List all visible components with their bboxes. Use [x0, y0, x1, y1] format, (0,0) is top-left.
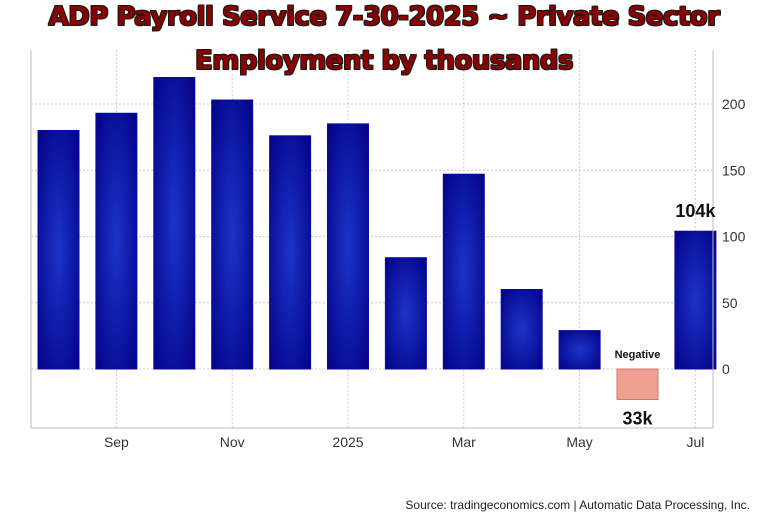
x-tick-label: Nov: [220, 434, 245, 450]
bar-sep: [95, 112, 138, 370]
axes: [30, 50, 714, 429]
labels: 0 50 100 150 200 Sep Nov 2025 Mar May Jul Negative 3…: [104, 96, 746, 450]
bar-mar: [442, 173, 485, 370]
bar-aug: [37, 130, 80, 370]
bars: [37, 77, 717, 400]
x-tick-label: Jul: [686, 434, 704, 450]
bar-value-label-jun: 33k: [622, 408, 653, 428]
x-tick-label: 2025: [332, 434, 363, 450]
bar-2025: [327, 123, 369, 370]
y-tick-label: 0: [722, 361, 730, 377]
bar-apr: [500, 289, 543, 370]
bar-jul: [674, 230, 717, 370]
bar-may: [558, 330, 601, 370]
y-tick-label: 100: [722, 229, 746, 245]
bar-jun: [616, 368, 659, 400]
y-tick-label: 50: [722, 295, 738, 311]
bar-feb: [384, 257, 427, 370]
x-tick-label: May: [566, 434, 592, 450]
negative-annotation: Negative: [615, 349, 661, 361]
bar-nov: [211, 99, 254, 370]
x-tick-label: Mar: [452, 434, 476, 450]
y-tick-label: 150: [722, 162, 746, 178]
bar-oct: [153, 77, 196, 370]
source-note: Source: tradingeconomics.com | Automatic…: [405, 498, 750, 512]
bar-dec: [269, 135, 312, 370]
y-tick-label: 200: [722, 96, 746, 112]
bar-value-label-jul: 104k: [675, 201, 716, 221]
x-tick-label: Sep: [104, 434, 129, 450]
